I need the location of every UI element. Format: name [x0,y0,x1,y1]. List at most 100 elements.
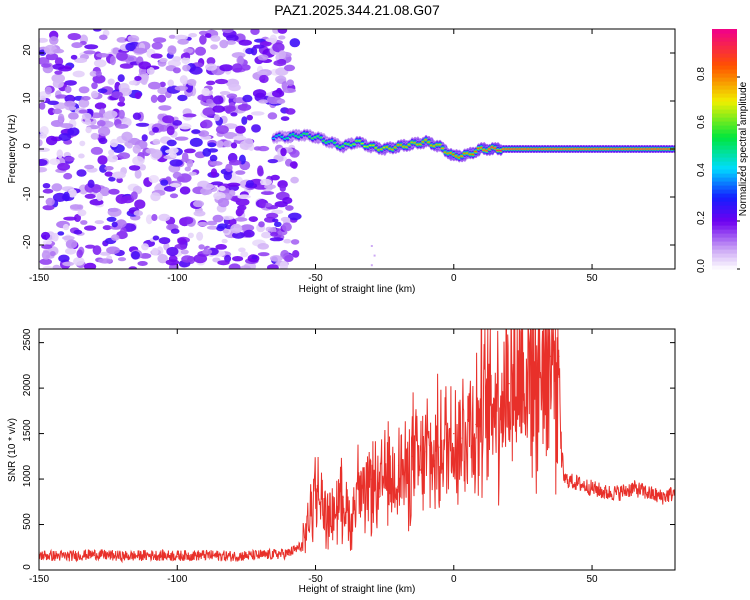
colorbar-segment [712,93,737,98]
snr-data-point [320,501,322,503]
noise-blob [64,156,75,162]
colorbar-segment [712,193,737,198]
noise-blob [157,254,168,264]
noise-blob [116,177,123,184]
noise-blob [258,221,265,228]
noise-blob [174,136,189,141]
noise-blob [137,261,148,266]
colorbar-tick-label: 0.8 [696,67,707,81]
noise-blob [41,63,52,68]
noise-blob [280,116,290,121]
noise-blob [141,243,149,251]
colorbar-segment [712,145,737,150]
snr-data-point [461,437,463,439]
noise-blob [41,250,51,260]
noise-blob [40,231,51,240]
noise-blob [49,158,60,165]
noise-blob [79,140,86,147]
snr-data-point [453,433,455,435]
noise-blob [250,111,265,116]
colorbar-segment [712,41,737,46]
snr-data-point [467,419,469,421]
noise-blob [198,30,208,36]
noise-blob [56,149,64,159]
colorbar-segment [712,197,737,202]
noise-blob [93,59,107,68]
noise-blob [98,126,111,137]
noise-blob [57,162,71,171]
noise-blob [128,165,141,171]
noise-blob [64,80,77,86]
noise-blob [177,38,189,45]
noise-blob [230,142,238,149]
noise-blob [196,231,204,241]
noise-blob [166,125,175,136]
colorbar-segment [712,185,737,190]
colorbar-segment [712,177,737,182]
heatmap-signal [271,128,675,163]
snr-data-point [550,355,552,357]
noise-blob [167,45,177,55]
x-tick-label: -150 [29,574,49,585]
noise-blob [289,38,301,48]
colorbar-segment [712,229,737,234]
y-tick-label: 500 [22,513,33,530]
noise-blob [221,29,234,34]
colorbar-segment [712,49,737,54]
noise-blob [241,64,251,71]
noise-blob [198,130,210,137]
snr-data-point [475,423,477,426]
noise-blob [84,262,97,269]
noise-blob [47,107,56,116]
x-tick-label: 0 [451,273,457,284]
snr-data-point [232,556,234,558]
noise-blob [213,95,224,105]
noise-blob [169,159,183,167]
noise-blob [174,34,188,41]
noise-blob [115,123,129,129]
noise-blob [134,199,146,209]
noise-blob [58,133,72,142]
noise-blob [182,64,191,72]
snr-data-point [420,469,422,471]
colorbar-segment [712,221,737,226]
noise-blob [235,125,246,134]
noise-blob [63,216,77,221]
noise-blob [288,212,302,221]
noise-blob [121,131,133,142]
noise-blob [283,238,292,244]
noise-blob [118,109,125,119]
noise-blob [219,64,234,72]
noise-blob [52,79,64,89]
colorbar-segment [712,37,737,42]
y-tick-label: -20 [22,234,33,249]
x-tick-label: 0 [451,574,457,585]
noise-blob [39,258,52,265]
noise-blob [107,78,115,85]
snr-data-point [350,523,353,526]
colorbar-segment [712,169,737,174]
noise-blob [258,99,269,104]
noise-blob [272,218,279,223]
noise-blob [90,146,103,155]
noise-blob [279,185,286,192]
noise-blob [235,170,246,175]
noise-blob [188,171,197,176]
snr-data-point [121,556,123,558]
noise-blob [210,168,218,178]
colorbar-segment [712,257,737,262]
noise-blob [245,48,254,55]
y-tick-label: 2500 [22,328,33,351]
noise-blob [78,153,85,159]
noise-blob [202,248,213,255]
snr-data-point [494,396,496,398]
noise-blob [67,188,77,198]
noise-blob [39,159,48,166]
noise-blob [78,86,90,94]
noise-blob [370,245,373,247]
noise-blob [230,112,238,117]
noise-blob [127,35,140,43]
snr-data-point [149,555,151,558]
colorbar-segment [712,189,737,194]
snr-data-point [577,483,579,485]
